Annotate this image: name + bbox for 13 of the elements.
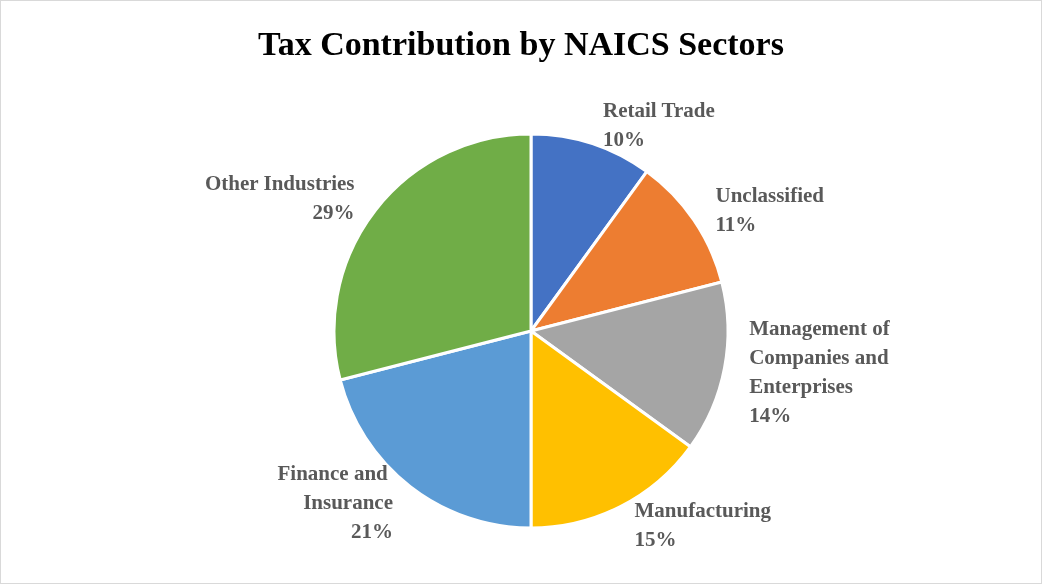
slice-label: Unclassified [715, 182, 825, 207]
slice-label: Finance and Insurance [277, 461, 393, 515]
slice-label: Retail Trade [603, 98, 715, 123]
data-label: 11% [715, 211, 757, 236]
slice-label: Other Industries [204, 171, 355, 196]
chart-title: Tax Contribution by NAICS Sectors [258, 24, 784, 62]
data-label: 21% [351, 519, 393, 544]
data-label: 15% [634, 526, 677, 551]
data-label: 10% [603, 127, 646, 152]
slice-label: Manufacturing [634, 497, 772, 522]
data-label: 14% [749, 403, 792, 428]
data-label: 29% [312, 200, 355, 225]
slice-label: Management of Companies and Enterprises [749, 316, 895, 399]
